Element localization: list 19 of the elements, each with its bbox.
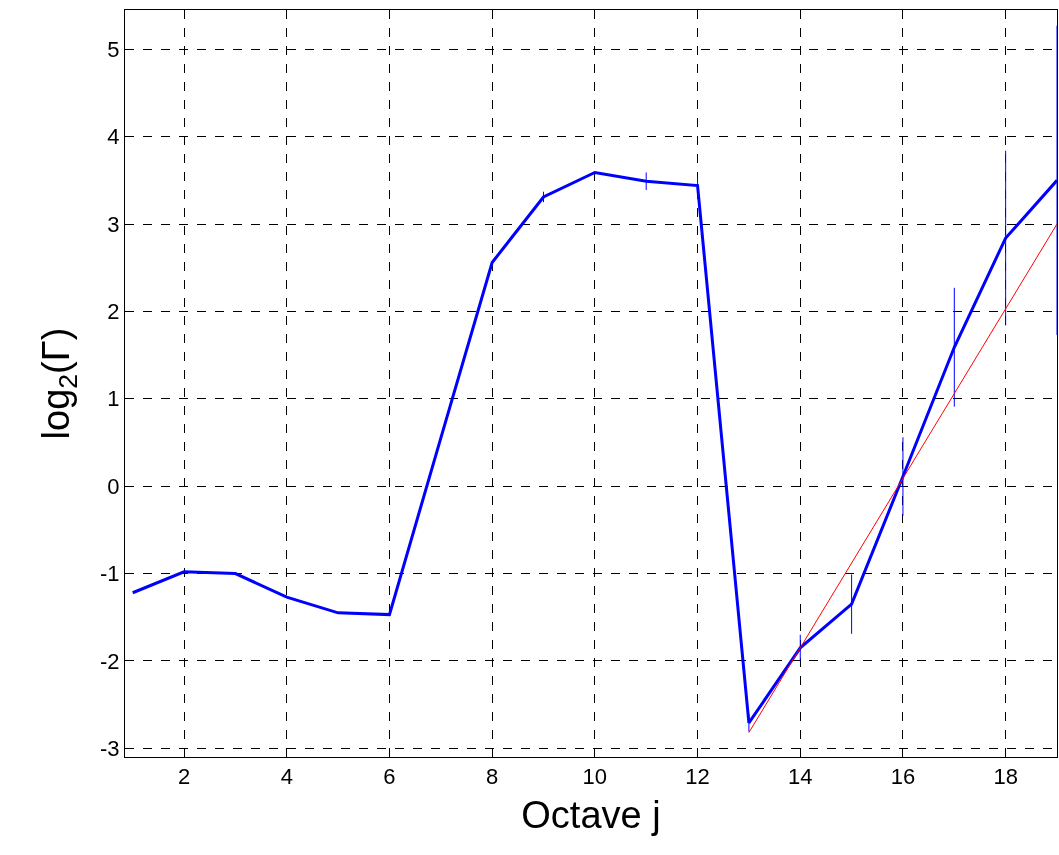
y-tick-label: 3 (107, 211, 120, 237)
x-axis-title: Octave j (521, 793, 661, 836)
x-tick-label: 18 (993, 764, 1018, 790)
x-tick-label: 8 (486, 764, 499, 790)
y-tick-label: -3 (100, 735, 120, 761)
x-tick-label: 10 (582, 764, 608, 790)
x-tick-label: 16 (890, 764, 916, 790)
x-tick-label: 2 (177, 764, 191, 790)
y-tick-label: -1 (100, 561, 120, 587)
y-tick-label: -2 (100, 648, 120, 674)
y-tick-label: 1 (107, 386, 120, 412)
x-tick-label: 4 (280, 764, 293, 790)
y-tick-label: 4 (107, 124, 120, 150)
x-tick-label: 12 (685, 764, 710, 790)
y-tick-label: 5 (107, 37, 120, 63)
y-tick-label: 0 (107, 473, 120, 499)
y-tick-label: 2 (107, 299, 120, 325)
x-tick-label: 14 (788, 764, 813, 790)
x-tick-label: 6 (383, 764, 396, 790)
